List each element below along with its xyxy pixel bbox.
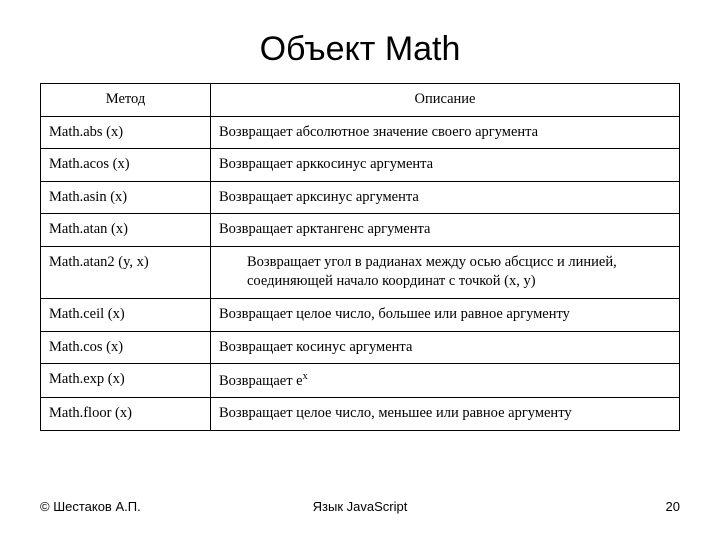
col-header-desc: Описание xyxy=(211,84,680,117)
table-row: Math.atan2 (y, x)Возвращает угол в радиа… xyxy=(41,246,680,298)
col-header-method: Метод xyxy=(41,84,211,117)
cell-desc: Возвращает целое число, меньшее или равн… xyxy=(211,398,680,431)
slide: Объект Math Метод Описание Math.abs (x)В… xyxy=(0,0,720,540)
cell-desc: Возвращает ex xyxy=(211,364,680,398)
cell-desc: Возвращает целое число, большее или равн… xyxy=(211,298,680,331)
cell-method: Math.asin (x) xyxy=(41,181,211,214)
cell-desc: Возвращает арккосинус аргумента xyxy=(211,149,680,182)
cell-method: Math.floor (x) xyxy=(41,398,211,431)
cell-method: Math.atan (x) xyxy=(41,214,211,247)
footer: © Шестаков А.П. Язык JavaScript 20 xyxy=(40,499,680,514)
table-row: Math.ceil (x)Возвращает целое число, бол… xyxy=(41,298,680,331)
cell-desc: Возвращает арксинус аргумента xyxy=(211,181,680,214)
methods-table: Метод Описание Math.abs (x)Возвращает аб… xyxy=(40,83,680,431)
cell-desc: Возвращает абсолютное значение своего ар… xyxy=(211,116,680,149)
table-body: Math.abs (x)Возвращает абсолютное значен… xyxy=(41,116,680,430)
cell-method: Math.abs (x) xyxy=(41,116,211,149)
table-row: Math.atan (x)Возвращает арктангенс аргум… xyxy=(41,214,680,247)
table-row: Math.abs (x)Возвращает абсолютное значен… xyxy=(41,116,680,149)
table-row: Math.acos (x)Возвращает арккосинус аргум… xyxy=(41,149,680,182)
cell-desc: Возвращает угол в радианах между осью аб… xyxy=(211,246,680,298)
cell-method: Math.acos (x) xyxy=(41,149,211,182)
table-row: Math.cos (x)Возвращает косинус аргумента xyxy=(41,331,680,364)
cell-method: Math.exp (x) xyxy=(41,364,211,398)
table-header-row: Метод Описание xyxy=(41,84,680,117)
cell-method: Math.atan2 (y, x) xyxy=(41,246,211,298)
cell-desc: Возвращает арктангенс аргумента xyxy=(211,214,680,247)
cell-method: Math.cos (x) xyxy=(41,331,211,364)
table-row: Math.exp (x)Возвращает ex xyxy=(41,364,680,398)
page-title: Объект Math xyxy=(40,30,680,69)
table-row: Math.asin (x)Возвращает арксинус аргумен… xyxy=(41,181,680,214)
footer-author: © Шестаков А.П. xyxy=(40,499,141,514)
cell-desc: Возвращает косинус аргумента xyxy=(211,331,680,364)
cell-method: Math.ceil (x) xyxy=(41,298,211,331)
footer-page: 20 xyxy=(666,499,680,514)
table-row: Math.floor (x)Возвращает целое число, ме… xyxy=(41,398,680,431)
